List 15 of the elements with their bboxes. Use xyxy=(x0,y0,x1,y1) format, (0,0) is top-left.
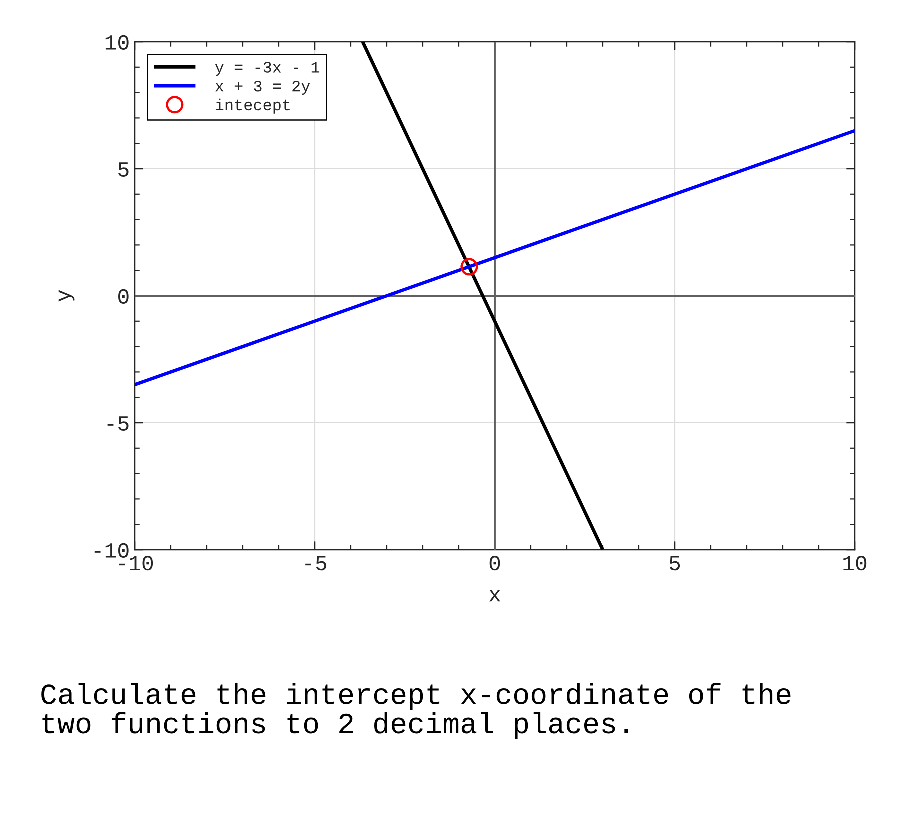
y-axis-title: y xyxy=(58,290,75,302)
y-tick-label: 10 xyxy=(106,35,129,50)
y-tick-label: 0 xyxy=(118,289,129,304)
y-tick-label: -5 xyxy=(108,416,129,432)
y-tick-label: 5 xyxy=(118,162,129,178)
legend-label: x + 3 = 2y xyxy=(216,80,310,95)
legend-label: y = -3x - 1 xyxy=(215,62,320,76)
x-axis-title: x xyxy=(490,590,500,602)
x-tick-label: 10 xyxy=(844,556,867,571)
x-tick-label: 0 xyxy=(490,556,500,571)
text: Calculate the intercept x-coordinate of the two functions to 2 decimal places. xyxy=(42,683,791,740)
y-tick-label: -10 xyxy=(94,543,129,558)
x-tick-label: 5 xyxy=(670,556,680,571)
x-tick-label: -5 xyxy=(306,556,327,571)
legend-label: intecept xyxy=(216,98,290,114)
